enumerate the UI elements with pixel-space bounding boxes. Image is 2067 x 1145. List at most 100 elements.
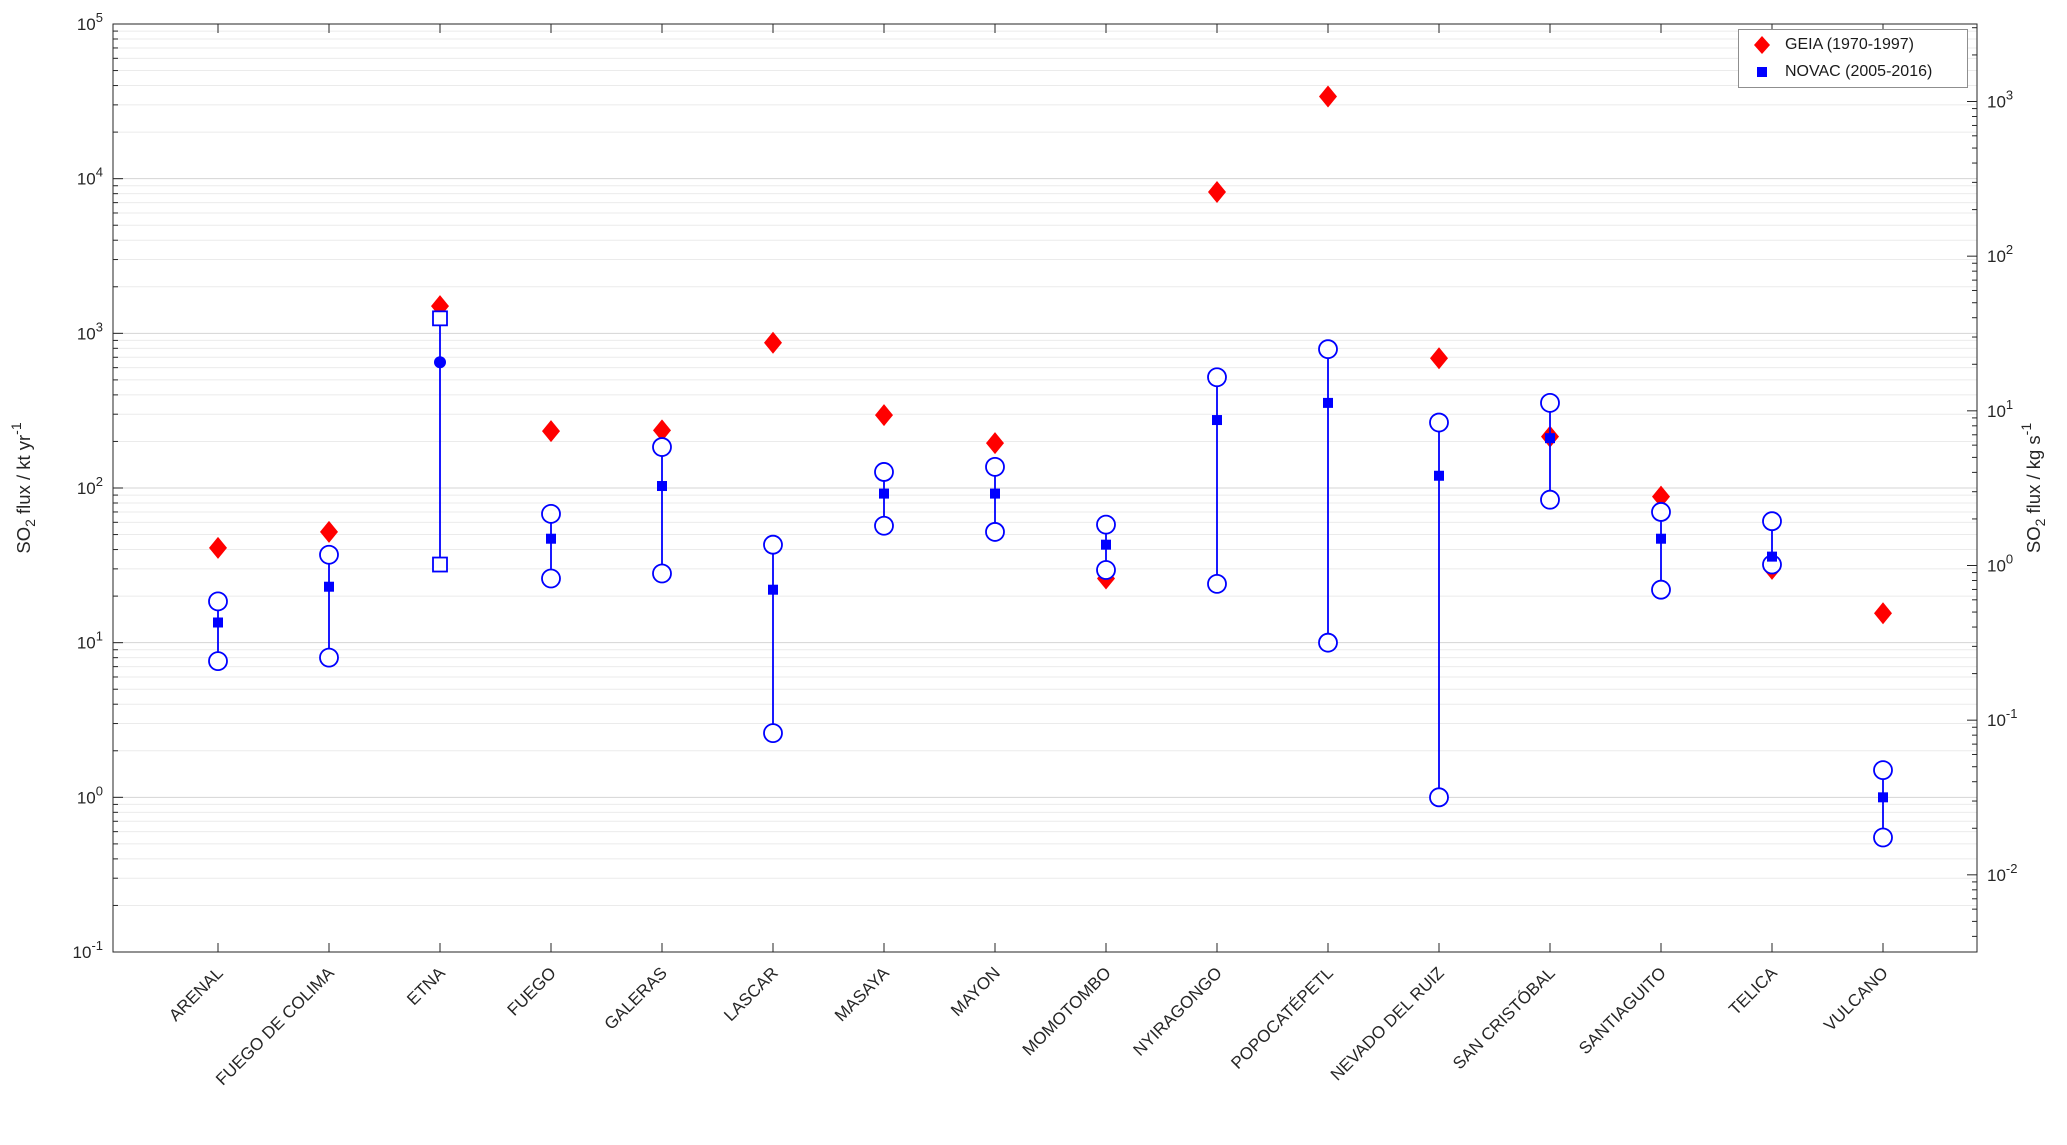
legend-geia-glyph bbox=[1754, 36, 1770, 54]
legend-label-geia: GEIA (1970-1997) bbox=[1785, 36, 1914, 53]
square-marker-icon bbox=[1757, 67, 1767, 77]
geia-marker-4 bbox=[653, 419, 671, 442]
novac-lower-marker-13 bbox=[1651, 579, 1671, 600]
novac-upper-marker-1 bbox=[319, 544, 339, 565]
x-tick-label-3: FUEGO bbox=[504, 963, 560, 1019]
novac-upper-marker-7 bbox=[985, 456, 1005, 477]
geia-marker-11 bbox=[1430, 347, 1448, 370]
geia-marker-10 bbox=[1319, 85, 1337, 108]
y-axis-label-right: SO2 flux / kg s-1 bbox=[2018, 423, 2048, 553]
geia-marker-5 bbox=[764, 331, 782, 354]
novac-median-marker-2 bbox=[434, 356, 446, 369]
novac-upper-marker-11 bbox=[1429, 412, 1449, 433]
novac-upper-marker-5 bbox=[763, 534, 783, 555]
novac-median-marker-3 bbox=[546, 533, 556, 544]
x-tick-label-4: GALERAS bbox=[601, 963, 671, 1033]
novac-lower-marker-2 bbox=[432, 556, 448, 573]
grid-minor-lines bbox=[113, 30, 1977, 906]
novac-upper-marker-3 bbox=[541, 504, 561, 524]
novac-lower-marker-12 bbox=[1540, 489, 1560, 510]
series-novac bbox=[208, 310, 1893, 848]
novac-upper-marker-15 bbox=[1873, 760, 1893, 780]
legend-item-novac: NOVAC (2005-2016) bbox=[1739, 59, 1967, 86]
geia-marker-3 bbox=[542, 420, 560, 443]
novac-upper-marker-12 bbox=[1540, 392, 1560, 413]
novac-upper-marker-0 bbox=[208, 591, 228, 612]
left-tick-10e5: 105 bbox=[77, 10, 103, 34]
novac-lower-marker-5 bbox=[763, 723, 783, 744]
novac-lower-marker-1 bbox=[319, 647, 339, 668]
x-tick-label-8: MOMOTOMBO bbox=[1019, 963, 1115, 1059]
x-tick-label-6: MASAYA bbox=[831, 963, 893, 1025]
novac-upper-marker-2 bbox=[432, 310, 448, 327]
geia-marker-9 bbox=[1208, 180, 1226, 203]
x-tick-label-0: ARENAL bbox=[165, 963, 227, 1025]
x-tick-label-1: FUEGO DE COLIMA bbox=[212, 963, 338, 1089]
novac-median-marker-6 bbox=[879, 488, 889, 499]
novac-median-marker-11 bbox=[1434, 470, 1444, 481]
x-tick-label-11: NEVADO DEL RUIZ bbox=[1327, 963, 1448, 1084]
geia-marker-13 bbox=[1652, 485, 1670, 508]
y-axis-label-right-text: SO2 flux / kg s-1 bbox=[2018, 423, 2048, 553]
legend-novac-glyph bbox=[1757, 67, 1767, 77]
novac-lower-marker-8 bbox=[1096, 560, 1116, 580]
x-tick-label-12: SAN CRISTÓBAL bbox=[1449, 963, 1559, 1073]
right-tick-10e0: 100 bbox=[1987, 551, 2013, 575]
novac-lower-marker-6 bbox=[874, 515, 894, 536]
right-axis-tick-labels: 103 102 101 100 10-1 10-2 bbox=[1987, 87, 2017, 884]
left-tick-10e-1: 10-1 bbox=[73, 938, 103, 962]
novac-upper-marker-9 bbox=[1207, 367, 1227, 388]
novac-lower-marker-10 bbox=[1318, 632, 1338, 653]
left-tick-10e2: 102 bbox=[77, 474, 103, 498]
y-axis-label-left-text: SO2 flux / kt yr-1 bbox=[8, 422, 38, 553]
axis-ticks bbox=[113, 23, 1977, 953]
novac-median-marker-7 bbox=[990, 488, 1000, 499]
x-tick-label-5: LASCAR bbox=[720, 963, 782, 1025]
novac-lower-marker-15 bbox=[1873, 827, 1893, 848]
geia-marker-15 bbox=[1874, 602, 1892, 625]
novac-median-marker-12 bbox=[1545, 433, 1555, 444]
novac-lower-marker-3 bbox=[541, 568, 561, 589]
novac-upper-marker-4 bbox=[652, 437, 672, 457]
left-tick-10e1: 101 bbox=[77, 629, 103, 653]
left-axis-tick-labels: 10-1 100 101 102 103 104 105 bbox=[73, 10, 103, 962]
novac-median-marker-10 bbox=[1323, 397, 1333, 408]
right-tick-10e-2: 10-2 bbox=[1987, 861, 2017, 885]
novac-lower-marker-4 bbox=[652, 563, 672, 584]
x-tick-label-15: VULCANO bbox=[1820, 963, 1892, 1035]
novac-upper-marker-6 bbox=[874, 462, 894, 482]
x-tick-label-9: NYIRAGONGO bbox=[1130, 963, 1226, 1059]
grid-major-lines bbox=[113, 178, 1977, 798]
novac-median-marker-15 bbox=[1878, 792, 1888, 803]
novac-median-marker-4 bbox=[657, 481, 667, 492]
right-tick-10e3: 103 bbox=[1987, 87, 2013, 111]
novac-median-marker-0 bbox=[213, 617, 223, 628]
legend-label-novac: NOVAC (2005-2016) bbox=[1785, 63, 1933, 80]
legend-item-geia: GEIA (1970-1997) bbox=[1739, 32, 1967, 59]
geia-marker-6 bbox=[875, 404, 893, 427]
novac-median-marker-9 bbox=[1212, 415, 1222, 426]
left-tick-10e3: 103 bbox=[77, 319, 103, 343]
left-tick-10e0: 100 bbox=[77, 783, 103, 807]
series-geia bbox=[209, 85, 1892, 625]
novac-median-marker-8 bbox=[1101, 539, 1111, 550]
novac-upper-marker-8 bbox=[1096, 514, 1116, 535]
novac-median-marker-13 bbox=[1656, 533, 1666, 544]
right-tick-10e-1: 10-1 bbox=[1987, 706, 2017, 730]
x-tick-label-10: POPOCATÉPETL bbox=[1227, 963, 1336, 1072]
geia-marker-1 bbox=[320, 520, 338, 543]
x-tick-label-7: MAYON bbox=[947, 963, 1004, 1020]
novac-median-marker-14 bbox=[1767, 551, 1777, 562]
left-tick-10e4: 104 bbox=[77, 165, 103, 189]
x-tick-label-2: ETNA bbox=[403, 963, 449, 1009]
x-tick-label-13: SANTIAGUITO bbox=[1575, 963, 1670, 1058]
novac-upper-marker-14 bbox=[1762, 511, 1782, 532]
novac-median-marker-1 bbox=[324, 581, 334, 592]
y-axis-label-left: SO2 flux / kt yr-1 bbox=[8, 422, 38, 553]
novac-lower-marker-7 bbox=[985, 522, 1005, 542]
geia-marker-0 bbox=[209, 536, 227, 559]
right-tick-10e2: 102 bbox=[1987, 242, 2013, 266]
diamond-marker-icon bbox=[1754, 36, 1770, 54]
